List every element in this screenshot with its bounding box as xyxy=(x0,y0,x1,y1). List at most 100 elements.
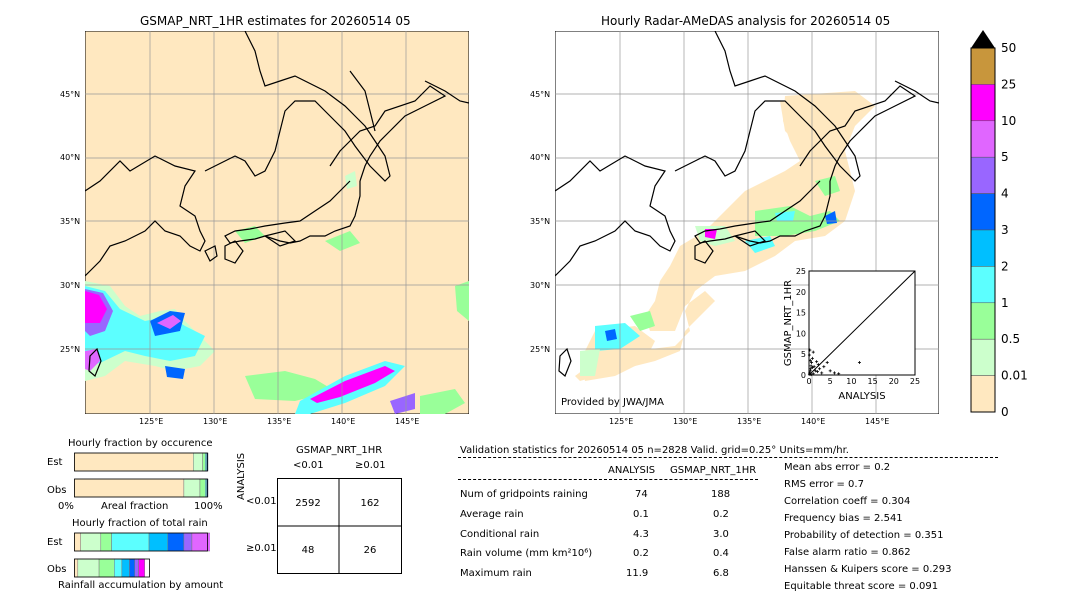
scatter-inset: 00 5 5 10 10 15 15 20 20 25 25 ANALYSIS GSMAP_NRT_… xyxy=(783,267,920,402)
scatter-y-tick: 15 xyxy=(796,309,806,318)
scatter-point xyxy=(809,364,813,368)
validation-row-label: Maximum rain xyxy=(460,568,532,579)
left-coastlines xyxy=(85,31,469,377)
contingency-row-header: ≥0.01 xyxy=(246,543,277,554)
colorbar-bin xyxy=(970,84,996,122)
occurrence-xmin-label: 0% xyxy=(58,501,74,512)
left-graticule xyxy=(85,31,469,414)
right-lat-label: 25°N xyxy=(530,345,551,354)
total-rain-obs-bar xyxy=(74,558,150,578)
validation-divider xyxy=(458,457,998,458)
scatter-y-tick: 25 xyxy=(796,267,806,276)
right-lat-label: 40°N xyxy=(530,153,551,162)
validation-row-label: Conditional rain xyxy=(460,529,540,540)
scatter-y-tick: 5 xyxy=(801,350,806,359)
bar-segment xyxy=(114,558,123,578)
scatter-y-tick: 20 xyxy=(796,288,806,297)
occurrence-xmax-label: 100% xyxy=(194,501,223,512)
colorbar-label: 0 xyxy=(1001,405,1009,419)
bar-segment xyxy=(134,558,139,578)
scatter-xlabel: ANALYSIS xyxy=(838,391,885,402)
left-lon-label: 140°E xyxy=(331,417,356,426)
colorbar-label: 50 xyxy=(1001,41,1016,55)
colorbar-label: 1 xyxy=(1001,296,1009,310)
scatter-point xyxy=(820,371,824,375)
validation-score: Equitable threat score = 0.091 xyxy=(784,581,939,592)
validation-header: Validation statistics for 20260514 05 n=… xyxy=(460,445,849,456)
left-map-title: GSMAP_NRT_1HR estimates for 20260514 05 xyxy=(140,14,411,28)
colorbar-bin xyxy=(970,338,996,376)
colorbar-bin xyxy=(970,47,996,85)
occurrence-bars xyxy=(74,452,209,498)
right-lon-label: 135°E xyxy=(737,417,762,426)
validation-row-label: Rain volume (mm km²10⁶) xyxy=(460,548,593,559)
total-rain-title: Hourly fraction of total rain xyxy=(72,518,208,529)
scatter-x-tick: 10 xyxy=(846,377,856,386)
colorbar-bin xyxy=(970,375,996,413)
right-lat-label: 45°N xyxy=(530,90,551,99)
scatter-point xyxy=(832,371,836,375)
colorbar-label: 25 xyxy=(1001,77,1016,91)
contingency-cell: 2592 xyxy=(295,498,320,509)
left-lon-label: 135°E xyxy=(267,417,292,426)
right-lon-label: 125°E xyxy=(609,417,634,426)
scatter-point xyxy=(816,363,820,367)
scatter-x-tick: 20 xyxy=(889,377,899,386)
scatter-diagonal xyxy=(808,270,916,376)
contingency-table: 2592 162 48 26 xyxy=(277,478,402,574)
validation-col-gsmap: GSMAP_NRT_1HR xyxy=(670,465,757,476)
bar-segment xyxy=(74,478,185,498)
scatter-point xyxy=(825,361,829,365)
bar-segment xyxy=(129,558,136,578)
scatter-point xyxy=(808,371,812,375)
colorbar-label: 0.5 xyxy=(1001,332,1020,346)
contingency-col-header: <0.01 xyxy=(293,460,324,471)
scatter-x-tick: 25 xyxy=(910,377,920,386)
right-coastlines xyxy=(555,31,939,377)
colorbar-labels: 50 25 10 5 4 3 2 1 0.5 0.01 0 xyxy=(1001,41,1028,419)
validation-row-gsmap: 0.2 xyxy=(713,509,729,520)
contingency-cell: 26 xyxy=(364,545,377,556)
contingency-title: GSMAP_NRT_1HR xyxy=(296,445,383,456)
total-rain-est-bar xyxy=(74,532,210,552)
colorbar-bin xyxy=(970,156,996,194)
validation-row-analysis: 4.3 xyxy=(633,529,649,540)
scatter-ylabel: GSMAP_NRT_1HR xyxy=(783,280,794,366)
scatter-x-tick: 15 xyxy=(868,377,878,386)
total-rain-obs-label: Obs xyxy=(47,564,67,575)
validation-score: RMS error = 0.7 xyxy=(784,479,864,490)
left-lat-label: 45°N xyxy=(60,90,81,99)
scatter-point xyxy=(812,365,816,369)
validation-row-label: Num of gridpoints raining xyxy=(460,489,588,500)
scatter-point xyxy=(818,367,822,371)
bar-segment xyxy=(202,452,206,472)
bar-segment xyxy=(121,558,130,578)
left-lon-label: 130°E xyxy=(203,417,228,426)
validation-score: Hanssen & Kuipers score = 0.293 xyxy=(784,564,952,575)
validation-row-analysis: 74 xyxy=(635,489,648,500)
scatter-point xyxy=(809,367,813,371)
colorbar-label: 10 xyxy=(1001,114,1016,128)
scatter-point xyxy=(811,350,815,354)
validation-row-gsmap: 6.8 xyxy=(713,568,729,579)
scatter-point xyxy=(810,361,814,365)
right-lon-label: 130°E xyxy=(673,417,698,426)
contingency-row-header: <0.01 xyxy=(246,496,277,507)
left-lat-label: 25°N xyxy=(60,345,81,354)
total-rain-bars xyxy=(74,532,210,578)
left-map xyxy=(85,31,469,414)
right-lat-label: 35°N xyxy=(530,217,551,226)
colorbar-bins xyxy=(970,47,996,413)
bar-segment xyxy=(111,532,150,552)
right-map xyxy=(555,31,939,414)
bar-segment xyxy=(77,558,100,578)
left-lat-label: 30°N xyxy=(60,281,81,290)
bar-segment xyxy=(148,532,169,552)
bar-segment xyxy=(183,532,193,552)
right-lon-label: 140°E xyxy=(801,417,826,426)
bar-segment xyxy=(199,478,206,498)
scatter-point xyxy=(815,360,819,364)
colorbar-label: 5 xyxy=(1001,150,1009,164)
occurrence-est-bar xyxy=(74,452,209,472)
occurrence-obs-bar xyxy=(74,478,209,498)
